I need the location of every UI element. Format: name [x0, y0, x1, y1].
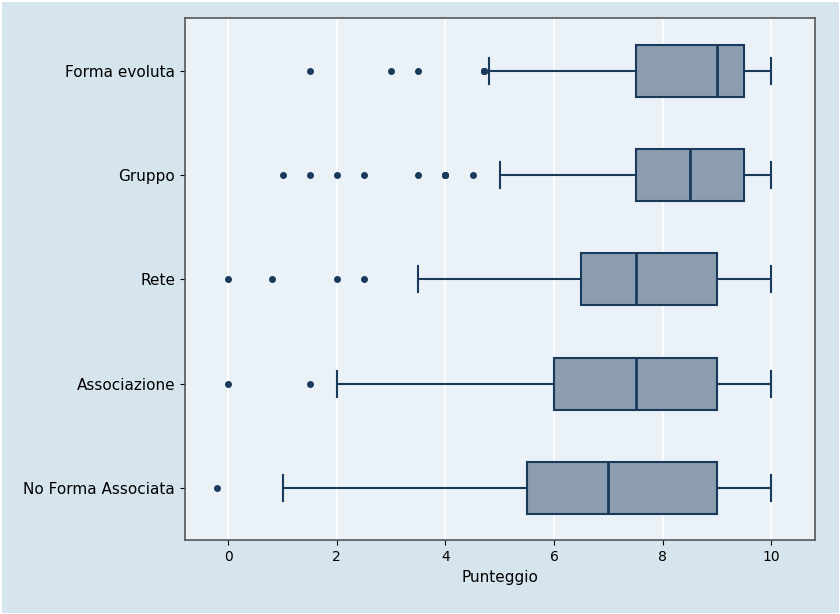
PathPatch shape — [554, 357, 717, 410]
PathPatch shape — [636, 44, 744, 97]
X-axis label: Punteggio: Punteggio — [461, 570, 538, 585]
PathPatch shape — [581, 253, 717, 306]
PathPatch shape — [636, 149, 744, 201]
PathPatch shape — [527, 462, 717, 515]
